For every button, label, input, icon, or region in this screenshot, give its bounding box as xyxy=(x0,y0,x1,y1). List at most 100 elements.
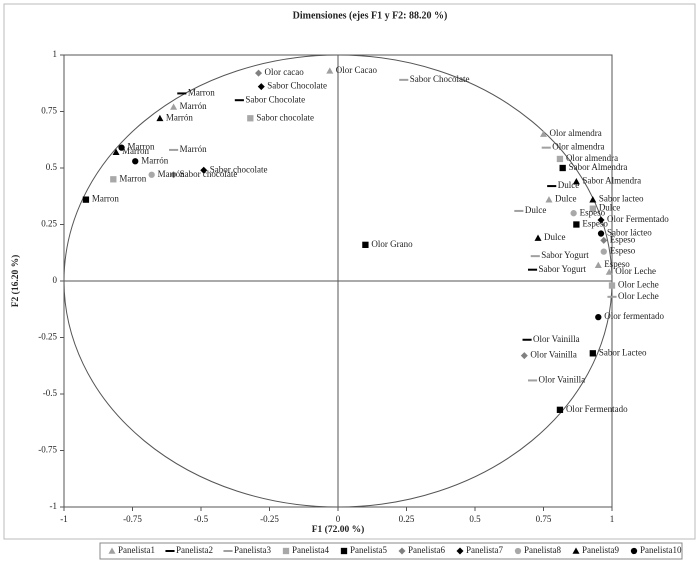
point-label: Marrón xyxy=(158,169,185,179)
point xyxy=(362,241,369,248)
point xyxy=(520,352,528,360)
point-label: Espeso xyxy=(604,259,630,269)
point xyxy=(257,83,265,91)
x-tick-label: -0.75 xyxy=(123,514,142,524)
chart-frame xyxy=(3,3,696,540)
point-label: Olor Leche xyxy=(615,266,656,276)
point-label: Marron xyxy=(188,87,215,97)
point xyxy=(559,164,566,172)
point-label: Sabor lacteo xyxy=(599,194,644,204)
point-label: Sabor chocolate xyxy=(180,169,238,179)
legend-label: Panelista9 xyxy=(582,545,619,555)
point xyxy=(200,166,208,174)
point xyxy=(177,92,187,95)
point xyxy=(573,221,580,228)
point-label: Marron xyxy=(92,194,119,204)
point xyxy=(589,196,597,203)
point-label: Marrón xyxy=(180,101,207,111)
point-label: Dulce xyxy=(525,205,547,215)
point-label: Sabor Lacteo xyxy=(599,347,647,357)
point xyxy=(326,67,334,74)
point xyxy=(132,158,139,165)
point xyxy=(556,406,564,413)
y-tick-label: 0.25 xyxy=(41,219,57,229)
legend-marker xyxy=(108,547,116,554)
point-label: Espeso xyxy=(582,219,608,229)
y-tick-label: 1 xyxy=(53,49,58,59)
y-tick-label: 0.5 xyxy=(46,162,58,172)
point-label: Marron xyxy=(122,146,149,156)
x-tick-label: -0.5 xyxy=(194,514,209,524)
x-tick-label: -0.25 xyxy=(260,514,279,524)
point xyxy=(399,78,409,81)
point-label: Olor cacao xyxy=(265,67,305,77)
point-label: Dulce xyxy=(544,232,566,242)
point xyxy=(514,209,524,212)
y-tick-label: -0.25 xyxy=(38,332,57,342)
x-tick-label: 0 xyxy=(336,514,341,524)
legend-label: Panelista5 xyxy=(350,545,387,555)
point-label: Sabor Chocolate xyxy=(245,94,305,104)
point xyxy=(600,248,607,255)
point xyxy=(600,236,608,244)
legend-marker xyxy=(514,547,522,555)
point-label: Olor Leche xyxy=(618,280,659,290)
point xyxy=(255,69,263,77)
point-label: Marron xyxy=(128,142,155,152)
point xyxy=(570,210,577,217)
y-tick-label: -0.75 xyxy=(38,445,57,455)
x-tick-label: 0.75 xyxy=(536,514,552,524)
point xyxy=(572,178,580,185)
legend-label: Panelista3 xyxy=(234,545,271,555)
point-label: Sabor chocolate xyxy=(256,112,314,122)
point-label: Marrón xyxy=(180,144,207,154)
point-label: Olor Fermentado xyxy=(566,404,628,414)
point-label: Espeso xyxy=(610,234,636,244)
legend-marker xyxy=(630,547,638,555)
legend-box xyxy=(99,542,683,560)
point-label: Dulce xyxy=(558,180,580,190)
legend-marker xyxy=(572,547,580,554)
point xyxy=(607,295,617,298)
point xyxy=(589,205,596,212)
point xyxy=(156,114,164,122)
point-label: Olor Vainilla xyxy=(533,334,580,344)
point xyxy=(597,216,605,224)
legend-label: Panelista4 xyxy=(292,545,329,555)
point-label: Olor fermentado xyxy=(604,311,664,321)
point xyxy=(595,314,602,321)
y-tick-label: -1 xyxy=(50,501,58,511)
point xyxy=(545,196,553,203)
legend-marker xyxy=(282,547,290,555)
legend-label: Panelista2 xyxy=(176,545,213,555)
point xyxy=(547,185,557,188)
x-tick-label: 1 xyxy=(610,514,615,524)
point xyxy=(556,155,564,163)
point-label: Sabor Yogurt xyxy=(541,250,589,260)
point xyxy=(527,268,538,271)
point-label: Sabor Almendra xyxy=(569,162,628,172)
point-label: Olor almendra xyxy=(566,153,618,163)
point xyxy=(170,171,178,179)
legend-marker xyxy=(340,547,348,555)
point-label: Olor Fermentado xyxy=(607,214,669,224)
legend-label: Panelista1 xyxy=(118,545,155,555)
point xyxy=(540,130,547,137)
point xyxy=(589,350,596,357)
x-tick-label: -1 xyxy=(60,514,68,524)
legend-marker xyxy=(456,547,464,555)
point-label: Olor Grano xyxy=(371,239,413,249)
legend-label: Panelista10 xyxy=(640,545,682,555)
legend-marker xyxy=(398,547,406,555)
point xyxy=(148,171,155,178)
point-label: Olor Vainilla xyxy=(530,350,577,360)
point-label: Sabor lácteo xyxy=(607,228,652,238)
point-label: Sabor Chocolate xyxy=(410,74,470,84)
legend-marker xyxy=(223,550,233,552)
point xyxy=(170,103,178,110)
point-label: Sabor Chocolate xyxy=(267,81,327,91)
y-axis-label: F2 (16.20 %) xyxy=(10,255,21,308)
point-label: Sabor Yogurt xyxy=(539,264,587,274)
point xyxy=(110,176,117,183)
